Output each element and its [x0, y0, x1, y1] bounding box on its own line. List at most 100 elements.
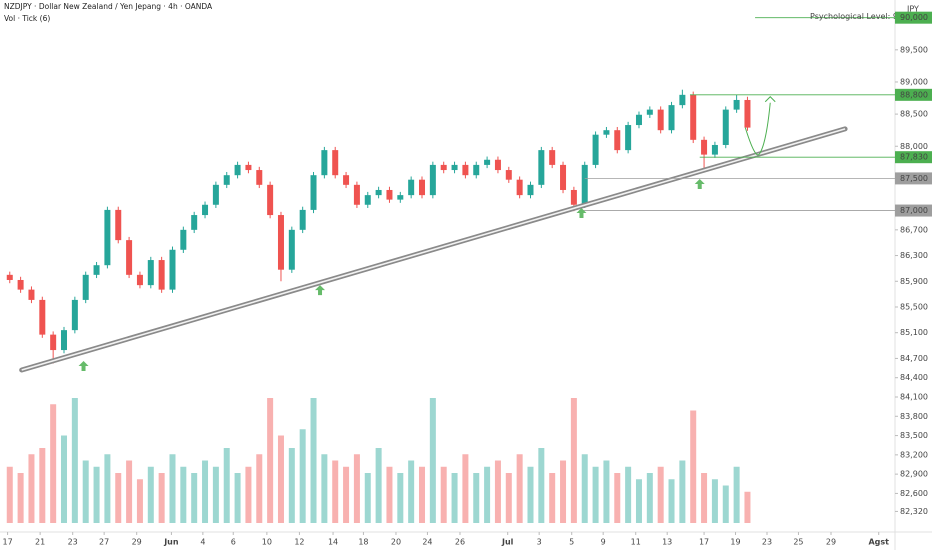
level-badge-label: 90,000 — [900, 13, 928, 22]
candle-body — [538, 150, 545, 185]
y-tick-label: 82,900 — [900, 470, 928, 479]
y-tick-label: 85,500 — [900, 302, 928, 311]
volume-bar — [484, 466, 491, 523]
up-arrow — [694, 179, 705, 190]
candle-body — [440, 164, 447, 171]
candle-body — [212, 184, 219, 205]
volume-bar — [353, 454, 360, 523]
volume-bar — [397, 473, 404, 523]
candle-body — [191, 215, 198, 230]
candle-body — [234, 164, 241, 176]
level-badge — [895, 11, 932, 24]
x-tick-label: 17 — [3, 538, 13, 547]
candle-body — [223, 175, 230, 185]
y-tick-label: 82,600 — [900, 489, 928, 498]
candle-body — [93, 265, 100, 275]
volume-bar — [299, 429, 306, 523]
y-tick-label: 84,700 — [900, 354, 928, 363]
volume-bar — [71, 398, 78, 523]
up-arrow — [78, 360, 89, 371]
volume-bar — [592, 466, 599, 523]
y-tick-label: 89,500 — [900, 45, 928, 54]
x-tick-label: 14 — [328, 538, 338, 547]
candle-body — [473, 164, 480, 176]
volume-bar — [494, 460, 501, 523]
candle-body — [429, 164, 436, 196]
x-tick-label: 9 — [601, 538, 606, 547]
candle-body — [386, 189, 393, 200]
up-arrow — [315, 285, 326, 296]
candle-body — [343, 175, 350, 185]
candle-body — [158, 260, 165, 290]
volume-bar — [82, 460, 89, 523]
y-tick-label: 85,900 — [900, 277, 928, 286]
candle-body — [570, 189, 577, 205]
volume-bar — [473, 473, 480, 523]
candle-body — [136, 274, 143, 286]
x-tick-label: 3 — [537, 538, 542, 547]
candle-body — [310, 175, 317, 210]
volume-bar — [375, 448, 382, 523]
candle-body — [169, 249, 176, 290]
candle-body — [516, 179, 523, 196]
y-axis-label: JPY — [906, 5, 919, 14]
candle-body — [180, 229, 187, 250]
candle-body — [603, 130, 610, 135]
x-tick-label: 23 — [68, 538, 78, 547]
y-tick-label: 83,200 — [900, 450, 928, 459]
candle-body — [71, 299, 78, 331]
volume-bar — [386, 466, 393, 523]
x-tick-label: 5 — [569, 538, 574, 547]
volume-bar — [462, 454, 469, 523]
x-tick-label: Jul — [501, 538, 514, 547]
up-arrow — [576, 207, 587, 218]
volume-bar — [223, 448, 230, 523]
candle-body — [332, 150, 339, 176]
volume-bar — [61, 435, 68, 523]
candle-body — [126, 240, 133, 275]
y-tick-label: 84,400 — [900, 373, 928, 382]
volume-bar — [93, 466, 100, 523]
y-tick-label: 83,500 — [900, 431, 928, 440]
x-tick-label: 23 — [762, 538, 772, 547]
volume-bar — [614, 473, 621, 523]
candle-body — [375, 189, 382, 196]
candle-body — [484, 159, 491, 165]
volume-bar — [679, 460, 686, 523]
candle-body — [256, 170, 263, 185]
volume-bar — [711, 479, 718, 523]
candle-body — [419, 179, 426, 196]
x-tick-label: 20 — [391, 538, 401, 547]
volume-bar — [6, 466, 13, 523]
x-tick-label: 21 — [35, 538, 45, 547]
candle-body — [701, 139, 708, 155]
x-tick-label: 17 — [699, 538, 709, 547]
level-badge — [895, 151, 932, 164]
x-tick-label: 26 — [455, 538, 465, 547]
y-tick-label: 86,300 — [900, 251, 928, 260]
volume-label: Vol · Tick (6) — [4, 14, 50, 23]
candle-body — [733, 99, 740, 110]
candle-body — [451, 164, 458, 171]
x-tick-label: 12 — [294, 538, 304, 547]
x-tick-label: 13 — [662, 538, 672, 547]
candle-body — [614, 130, 621, 151]
x-tick-label: 29 — [132, 538, 142, 547]
x-tick-label: 27 — [99, 538, 109, 547]
volume-bar — [581, 454, 588, 523]
candle-body — [592, 134, 599, 165]
level-badge-label: 87,000 — [900, 206, 928, 215]
volume-bar — [635, 479, 642, 523]
candle-body — [39, 299, 46, 335]
volume-bar — [234, 473, 241, 523]
candle-body — [462, 164, 469, 176]
level-text: Psychological Level: 90 — [810, 12, 903, 21]
level-badge-label: 87,500 — [900, 174, 928, 183]
y-tick-label: 89,000 — [900, 77, 928, 86]
volume-bar — [646, 473, 653, 523]
x-tick-label: 24 — [422, 538, 432, 547]
volume-bar — [158, 473, 165, 523]
volume-bar — [570, 398, 577, 523]
volume-bar — [212, 466, 219, 523]
volume-bar — [549, 473, 556, 523]
